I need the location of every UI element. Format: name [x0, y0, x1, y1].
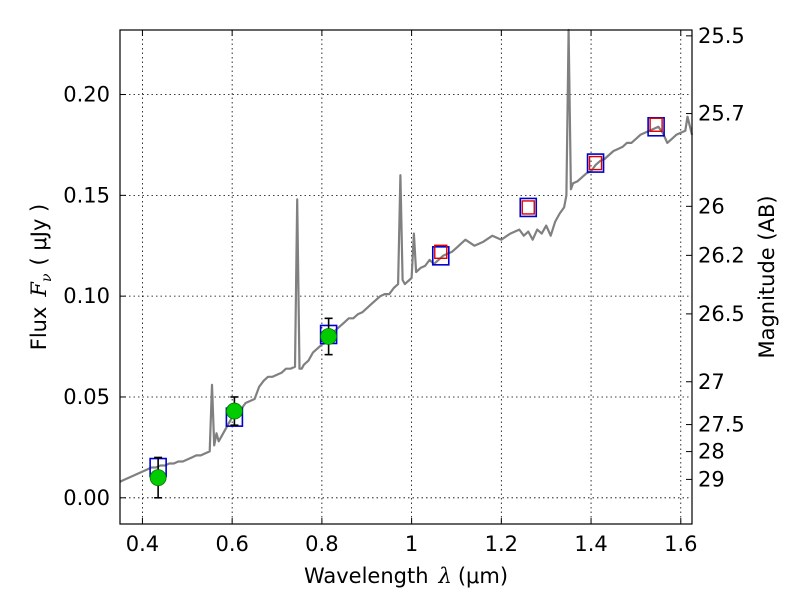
mag-tick-label: 28: [698, 440, 725, 464]
x-tick-label: 0.6: [215, 532, 248, 556]
y-tick-label: 0.15: [63, 183, 110, 207]
x-tick-label: 1.4: [574, 532, 607, 556]
observed-red-square: [521, 200, 535, 215]
y-tick-label: 0.10: [63, 284, 110, 308]
mag-tick-label: 26: [698, 194, 725, 218]
grid-lines: [120, 30, 692, 524]
observed-red-square: [588, 155, 603, 171]
observed-green-point: [225, 402, 243, 420]
y-axis-label: FluxFν( μJy ): [27, 204, 55, 350]
observed-red-square: [649, 117, 663, 132]
mag-tick-label: 29: [698, 467, 725, 491]
mag-tick-label: 26.5: [698, 302, 745, 326]
y2-axis-label: Magnitude (AB): [755, 195, 779, 358]
model-photometry-box: [431, 246, 450, 266]
label-layer: 0.4 0.6 0.8 1 1.2 1.4 1.6 0.00 0.05 0.10 0.15 0.20 2…: [63, 24, 745, 556]
plot-frame: [119, 29, 693, 525]
x-tick-label: 0.4: [126, 532, 159, 556]
marker-layer: [149, 116, 665, 499]
observed-green-point: [320, 328, 338, 345]
series-layer: [119, 28, 694, 483]
observed-green-point: [149, 469, 167, 487]
x-tick-label: 1.6: [664, 532, 697, 556]
x-tick-label: 0.8: [305, 532, 338, 556]
model-photometry-box: [586, 153, 605, 173]
observed-red-square: [434, 244, 448, 259]
x-tick-label: 1.2: [485, 532, 518, 556]
y-tick-label: 0.00: [63, 486, 110, 510]
y-tick-label: 0.05: [63, 385, 110, 409]
y-tick-label: 0.20: [63, 83, 110, 107]
mag-tick-label: 27.5: [698, 413, 745, 437]
x-tick-label: 1: [405, 532, 418, 556]
tick-layer: [120, 30, 692, 524]
spectrum-line: [119, 28, 694, 483]
mag-tick-label: 26.2: [698, 243, 745, 267]
mag-tick-label: 25.7: [698, 102, 745, 126]
mag-tick-label: 27: [698, 370, 725, 394]
x-axis-label: Wavelength λ (μm): [304, 564, 508, 588]
mag-tick-label: 25.5: [698, 24, 745, 48]
model-photometry-box: [519, 197, 538, 218]
